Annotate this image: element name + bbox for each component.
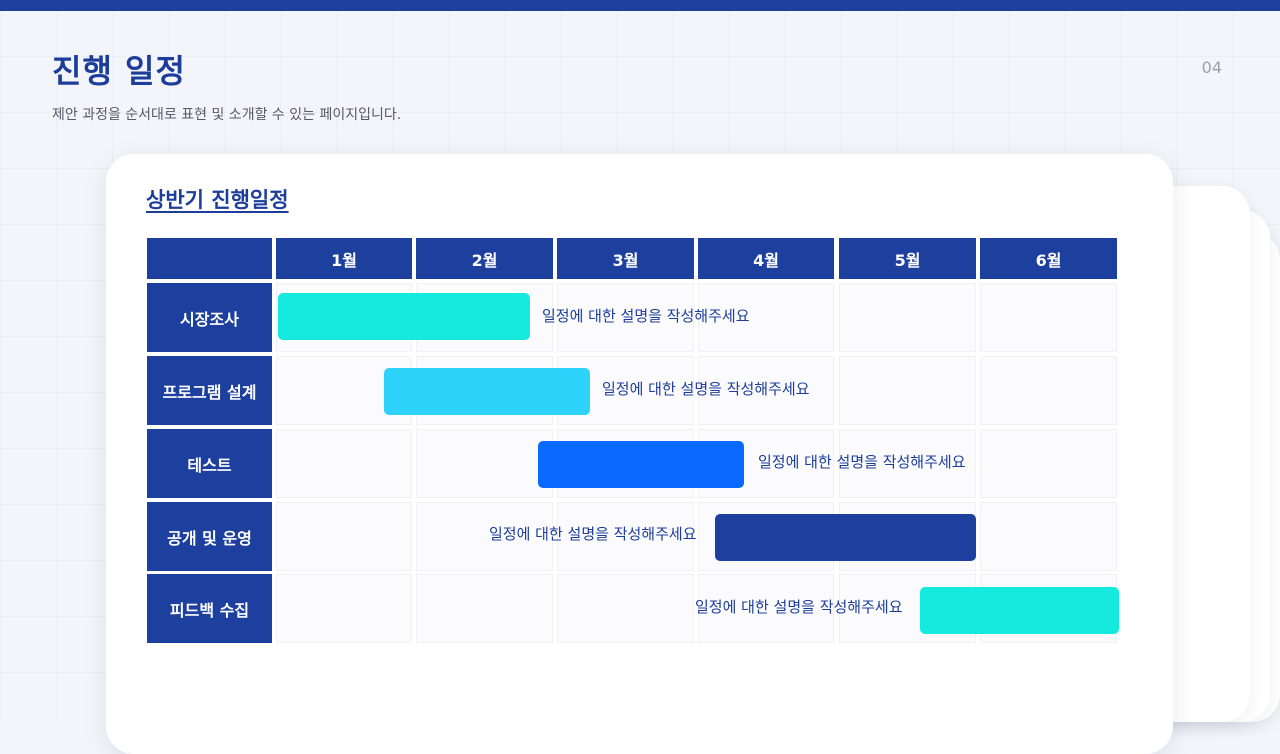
task-description: 일정에 대한 설명을 작성해주세요 [489, 525, 697, 543]
grid-cell [276, 429, 412, 498]
month-header: 4월 [698, 238, 834, 279]
grid-cell [557, 283, 694, 352]
task-description: 일정에 대한 설명을 작성해주세요 [758, 453, 966, 471]
grid-cell [557, 574, 694, 643]
month-header: 1월 [276, 238, 412, 279]
gantt-bar [538, 441, 744, 488]
grid-cell [557, 502, 694, 571]
grid-cell [276, 574, 412, 643]
task-label: 피드백 수집 [147, 574, 272, 643]
month-header: 3월 [557, 238, 694, 279]
task-description: 일정에 대한 설명을 작성해주세요 [602, 380, 810, 398]
grid-cell [839, 356, 976, 425]
page-number: 04 [1201, 58, 1222, 77]
grid-cell [698, 356, 834, 425]
grid-cell [416, 429, 553, 498]
grid-cell [276, 502, 412, 571]
task-label: 프로그램 설계 [147, 356, 272, 425]
grid-cell [698, 574, 834, 643]
header-corner-cell [147, 238, 272, 279]
page-subtitle: 제안 과정을 순서대로 표현 및 소개할 수 있는 페이지입니다. [52, 107, 402, 123]
grid-cell [416, 502, 553, 571]
grid-cell [839, 283, 976, 352]
task-description: 일정에 대한 설명을 작성해주세요 [695, 598, 903, 616]
schedule-title: 상반기 진행일정 [146, 188, 289, 212]
gantt-bar [920, 587, 1119, 634]
month-header: 2월 [416, 238, 553, 279]
grid-cell [980, 283, 1117, 352]
grid-cell [980, 356, 1117, 425]
month-header: 5월 [839, 238, 976, 279]
task-label: 시장조사 [147, 283, 272, 352]
gantt-bar [715, 514, 976, 561]
page-title: 진행 일정 [52, 52, 186, 90]
gantt-bar [384, 368, 590, 415]
grid-cell [416, 574, 553, 643]
task-label: 공개 및 운영 [147, 502, 272, 571]
task-description: 일정에 대한 설명을 작성해주세요 [542, 307, 750, 325]
top-accent-bar [0, 0, 1280, 11]
grid-cell [839, 429, 976, 498]
gantt-bar [278, 293, 530, 340]
month-header: 6월 [980, 238, 1117, 279]
grid-cell [698, 283, 834, 352]
grid-cell [980, 429, 1117, 498]
grid-cell [980, 502, 1117, 571]
task-label: 테스트 [147, 429, 272, 498]
